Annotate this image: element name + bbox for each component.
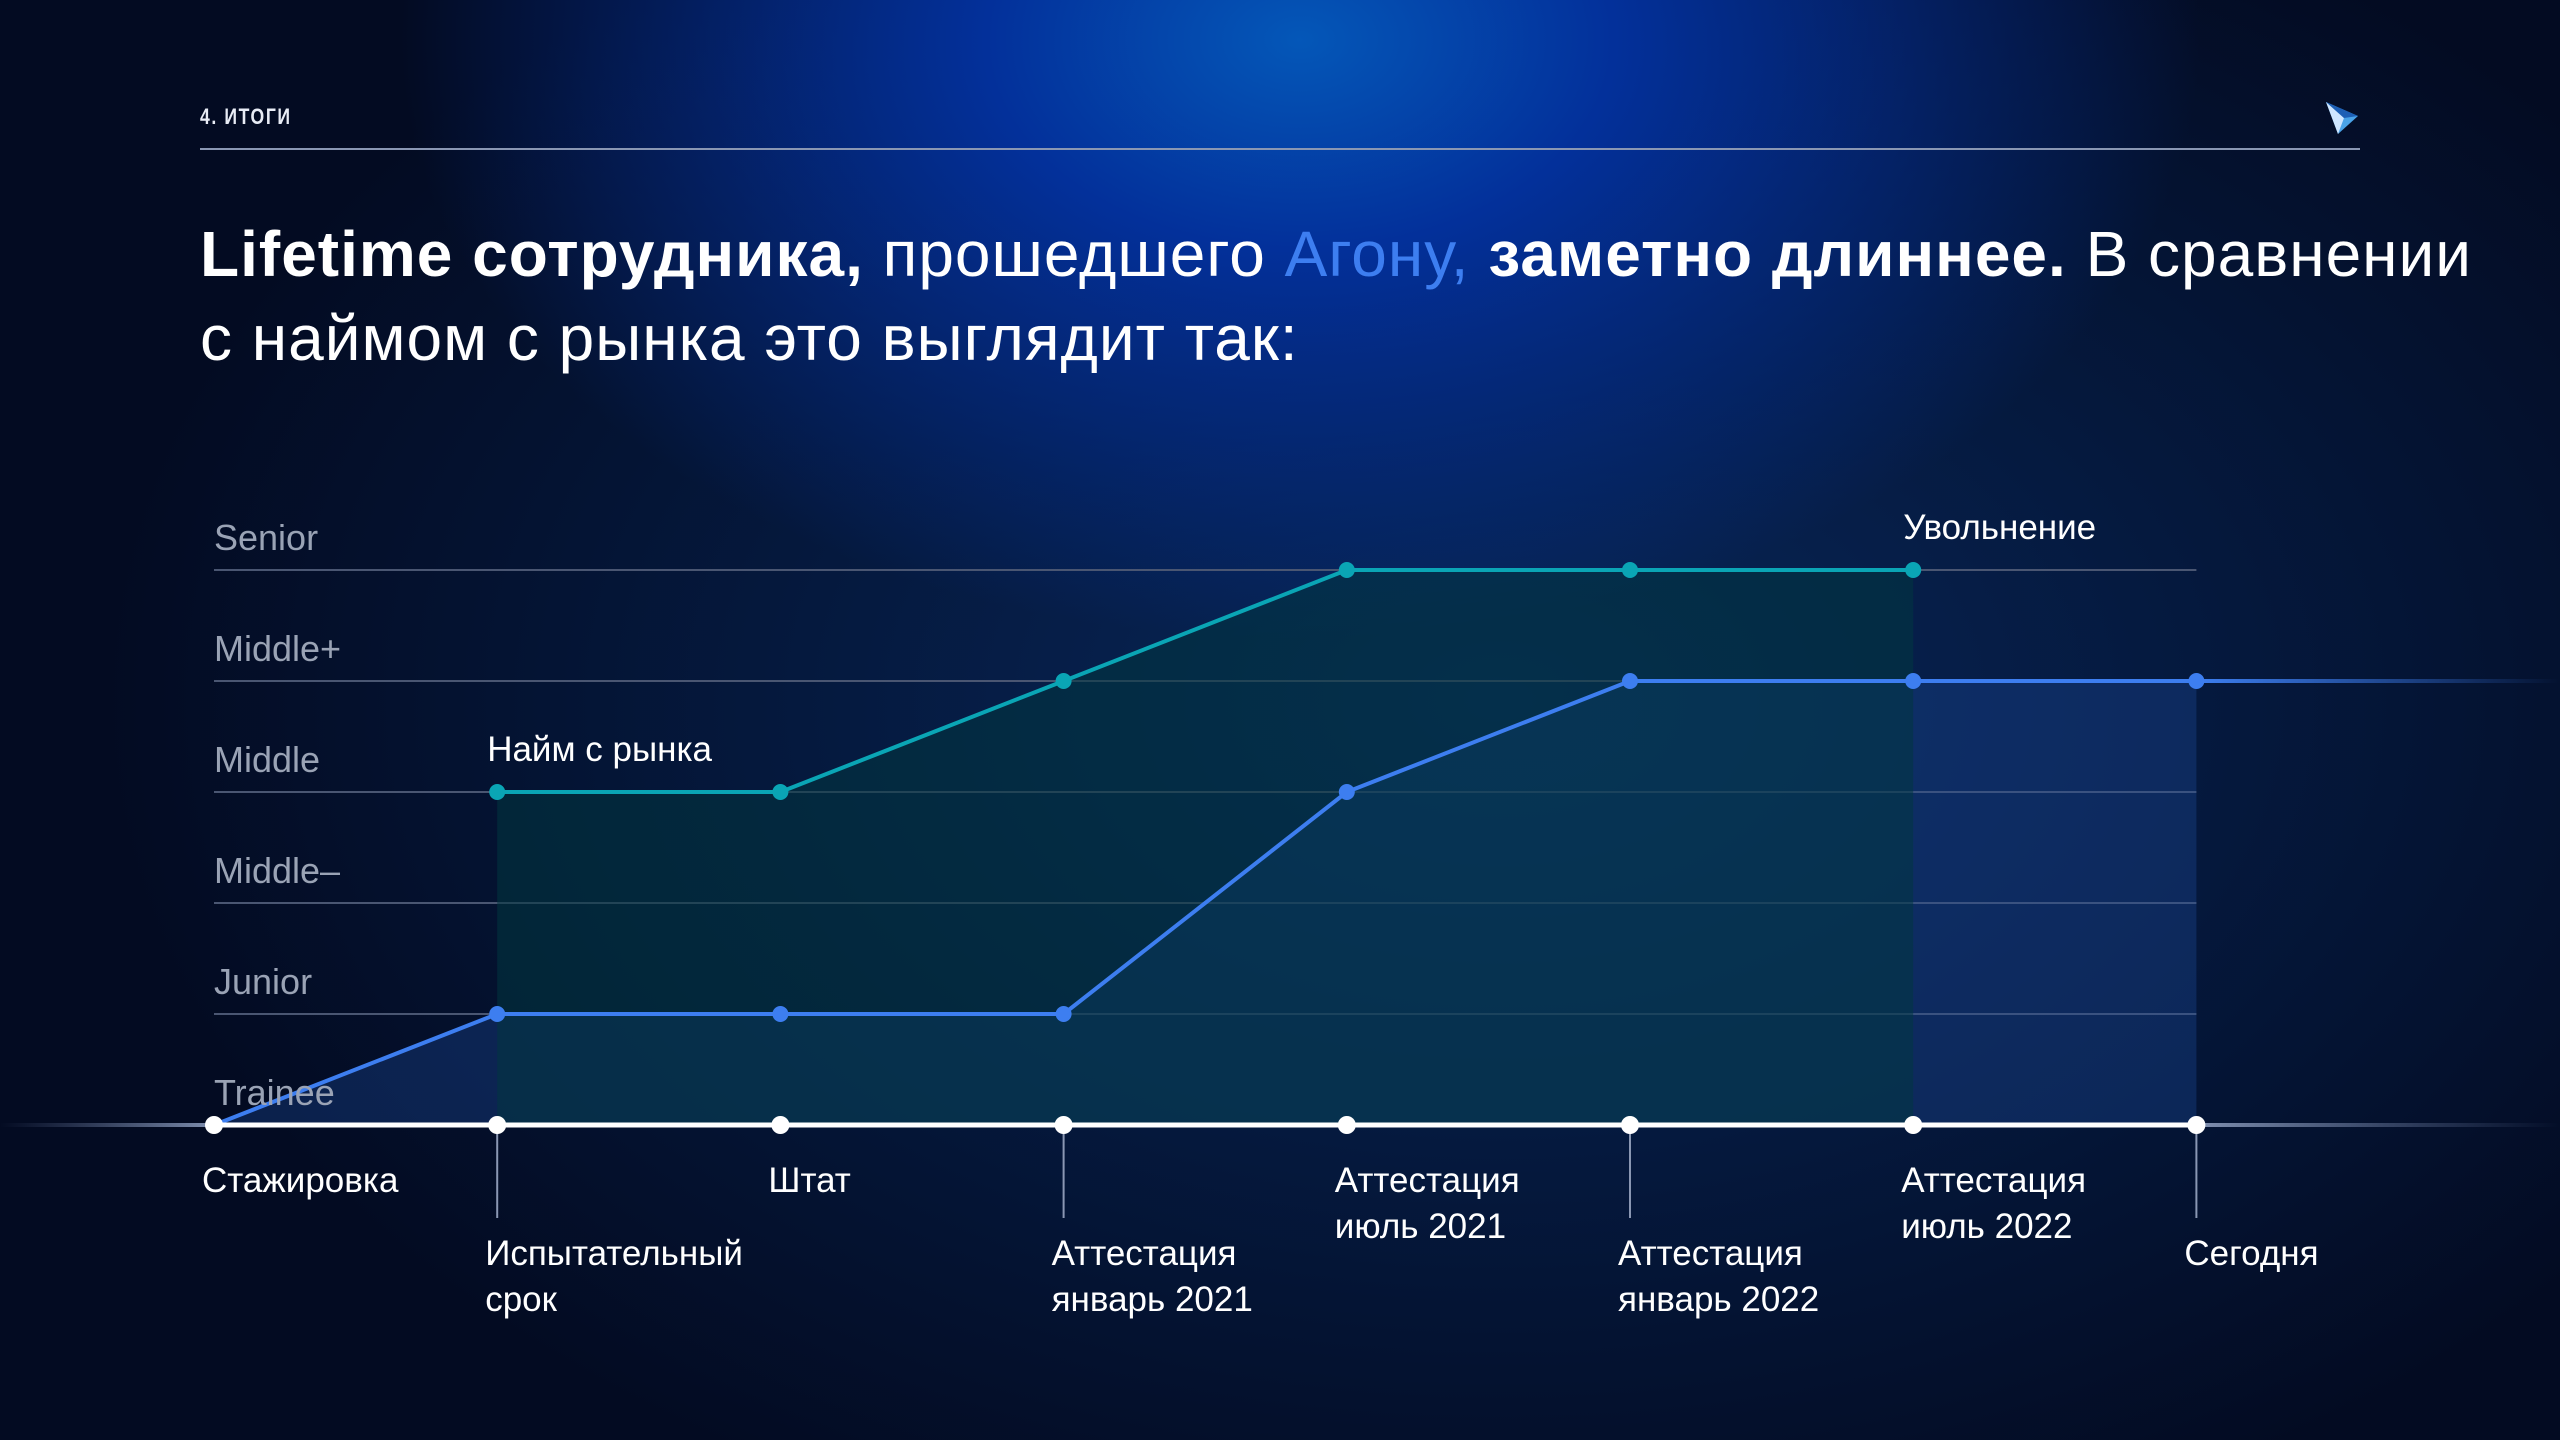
y-level-label: Senior — [214, 517, 318, 558]
title-text-1: прошедшего — [863, 218, 1285, 290]
x-axis-point — [488, 1116, 507, 1134]
x-axis-point — [771, 1116, 790, 1134]
market-line — [497, 568, 1914, 794]
argona-point — [772, 1006, 789, 1022]
x-axis-label: Аттестация — [1901, 1161, 2086, 1200]
x-axis-label: июль 2021 — [1335, 1207, 1506, 1246]
market-hire-annotation: Найм с рынка — [487, 730, 712, 769]
y-level-label: Middle — [214, 739, 320, 780]
title-accent: Агону, — [1284, 218, 1470, 290]
y-level-label: Middle– — [214, 850, 340, 891]
x-axis-label: Испытательный — [485, 1234, 743, 1273]
x-axis-label: срок — [485, 1280, 557, 1319]
argona-logo-icon — [2326, 102, 2358, 134]
page-title: Lifetime сотрудника, прошедшего Агону, з… — [200, 212, 2500, 380]
dismissal-annotation: Увольнение — [1903, 508, 2096, 547]
argona-point — [489, 1006, 506, 1022]
title-bold-1: Lifetime сотрудника, — [200, 218, 864, 290]
x-axis-label: январь 2021 — [1052, 1280, 1253, 1319]
argona-line — [213, 679, 2197, 1127]
market-area — [497, 570, 1914, 1125]
title-text-2: В сравнении с наймом с рынка это выгляди… — [200, 218, 2472, 374]
x-axis-label: июль 2022 — [1901, 1207, 2072, 1246]
x-axis-label: Штат — [768, 1161, 850, 1200]
market-point — [772, 784, 789, 800]
title-bold-2: заметно длиннее. — [1469, 218, 2067, 290]
y-level-label: Junior — [214, 961, 312, 1002]
argona-point — [2188, 673, 2205, 689]
x-axis-label: Аттестация — [1618, 1234, 1803, 1273]
argona-point — [1055, 1006, 1072, 1022]
x-axis-point — [1904, 1116, 1923, 1134]
argona-point — [1905, 673, 1922, 689]
x-axis-point — [1621, 1116, 1639, 1134]
argona-point — [1622, 673, 1638, 689]
market-point — [489, 784, 506, 800]
argona-line-continuation — [2196, 679, 2560, 683]
section-label: 4. ИТОГИ — [200, 104, 292, 129]
market-point — [1338, 562, 1355, 578]
market-point — [1622, 562, 1638, 578]
axis-fade-right — [2196, 1123, 2560, 1127]
x-axis-label: Аттестация — [1052, 1234, 1237, 1273]
market-point — [1905, 562, 1922, 578]
x-axis-point — [1054, 1116, 1073, 1134]
y-level-label: Trainee — [214, 1072, 335, 1113]
axis-fade-left — [0, 1123, 214, 1127]
x-axis-label: январь 2022 — [1618, 1280, 1819, 1319]
x-axis-point — [205, 1116, 223, 1134]
x-axis-point — [1337, 1116, 1356, 1134]
x-axis-label: Аттестация — [1335, 1161, 1520, 1200]
x-axis-label: Сегодня — [2184, 1234, 2318, 1273]
x-axis-point — [2187, 1116, 2206, 1134]
market-point — [1055, 673, 1072, 689]
argona-point — [1338, 784, 1355, 800]
header-divider — [200, 148, 2360, 150]
y-level-label: Middle+ — [214, 628, 341, 669]
x-axis-label: Стажировка — [202, 1161, 399, 1200]
